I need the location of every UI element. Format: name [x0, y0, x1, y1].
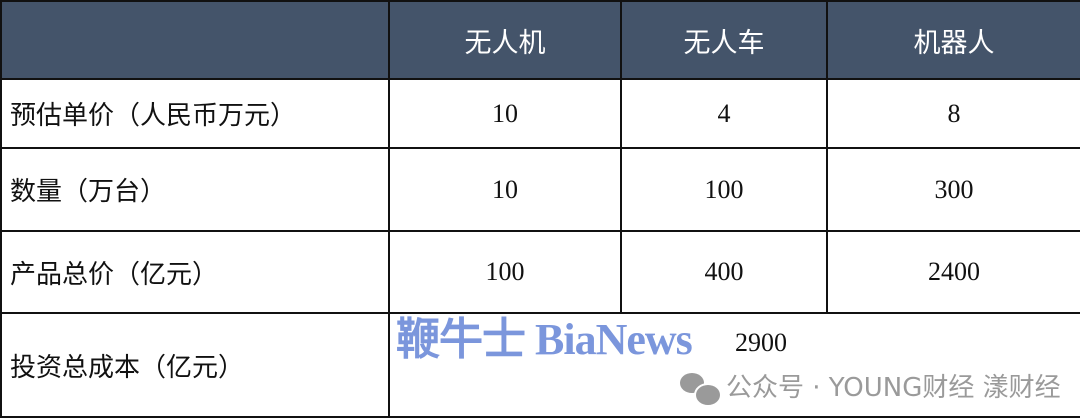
table-row: 产品总价（亿元） 100 400 2400 [0, 230, 1080, 314]
header-drone: 无人机 [388, 0, 622, 80]
cell: 300 [826, 147, 1080, 232]
total-row: 投资总成本（亿元） 2900 [0, 312, 1080, 418]
row-label: 产品总价（亿元） [0, 230, 390, 314]
cell: 100 [620, 147, 828, 232]
header-row: 无人机 无人车 机器人 [0, 0, 1080, 80]
table-row: 预估单价（人民币万元） 10 4 8 [0, 78, 1080, 149]
row-label: 预估单价（人民币万元） [0, 78, 390, 149]
header-empty [0, 0, 390, 80]
wechat-watermark-text: 公众号 · YOUNG财经 漾财经 [726, 373, 1061, 403]
table-row: 数量（万台） 10 100 300 [0, 147, 1080, 232]
brand-watermark: 鞭牛士 BiaNews [396, 315, 693, 364]
cell: 100 [388, 230, 622, 314]
total-label: 投资总成本（亿元） [0, 312, 390, 418]
cell: 2400 [826, 230, 1080, 314]
wechat-watermark: 公众号 · YOUNG财经 漾财经 [680, 372, 1061, 407]
wechat-icon [680, 373, 722, 407]
cell: 10 [388, 78, 622, 149]
cell: 4 [620, 78, 828, 149]
cell: 400 [620, 230, 828, 314]
cell: 8 [826, 78, 1080, 149]
header-unmanned-vehicle: 无人车 [620, 0, 828, 80]
header-robot: 机器人 [826, 0, 1080, 80]
cell: 10 [388, 147, 622, 232]
row-label: 数量（万台） [0, 147, 390, 232]
